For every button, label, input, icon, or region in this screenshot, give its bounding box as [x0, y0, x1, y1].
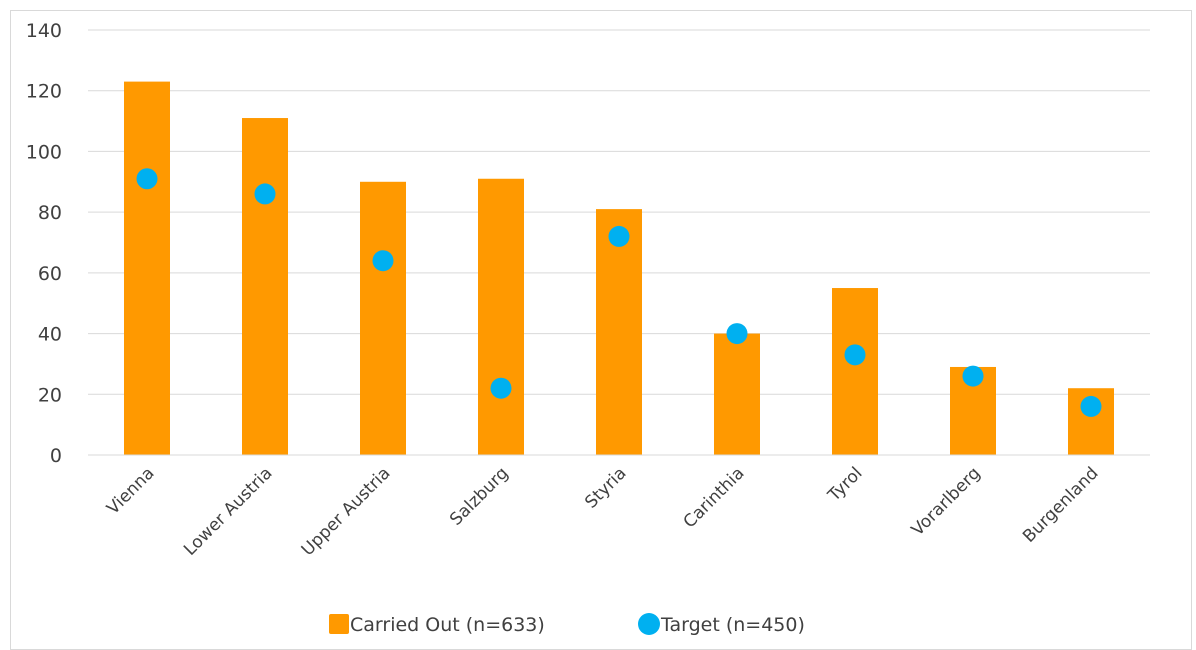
bar: [596, 209, 642, 455]
y-tick-label: 60: [38, 263, 62, 285]
target-point: [254, 183, 276, 205]
y-tick-label: 120: [26, 81, 62, 103]
target-point: [136, 168, 158, 190]
bar: [242, 118, 288, 456]
x-tick-label: Styria: [581, 463, 630, 512]
y-tick-label: 40: [38, 324, 62, 346]
bar: [832, 288, 878, 455]
bar: [478, 178, 524, 455]
legend-label-bar: Carried Out (n=633): [350, 614, 545, 636]
bar: [124, 81, 170, 455]
target-point: [844, 344, 866, 366]
y-tick-label: 80: [38, 202, 62, 224]
target-point: [726, 323, 748, 345]
legend-swatch-point: [638, 613, 660, 635]
y-tick-label: 0: [50, 445, 62, 467]
target-point: [608, 225, 630, 247]
x-tick-label: Tyrol: [824, 463, 867, 506]
x-tick-label: Upper Austria: [298, 463, 395, 560]
y-tick-label: 140: [26, 20, 62, 42]
target-point: [1080, 395, 1102, 417]
x-tick-label: Vorarlberg: [908, 463, 985, 540]
x-tick-label: Salzburg: [446, 463, 512, 529]
y-tick-label: 20: [38, 384, 62, 406]
target-point: [490, 377, 512, 399]
bar: [714, 333, 760, 455]
x-tick-label: Lower Austria: [180, 463, 276, 559]
target-point: [962, 365, 984, 387]
legend-swatch-bar: [329, 614, 349, 634]
x-tick-label: Carinthia: [680, 463, 749, 532]
target-point: [372, 250, 394, 272]
bar: [360, 181, 406, 456]
x-tick-label: Vienna: [103, 463, 158, 518]
legend-label-point: Target (n=450): [660, 614, 805, 636]
y-tick-label: 100: [26, 141, 62, 163]
x-tick-label: Burgenland: [1019, 463, 1102, 546]
